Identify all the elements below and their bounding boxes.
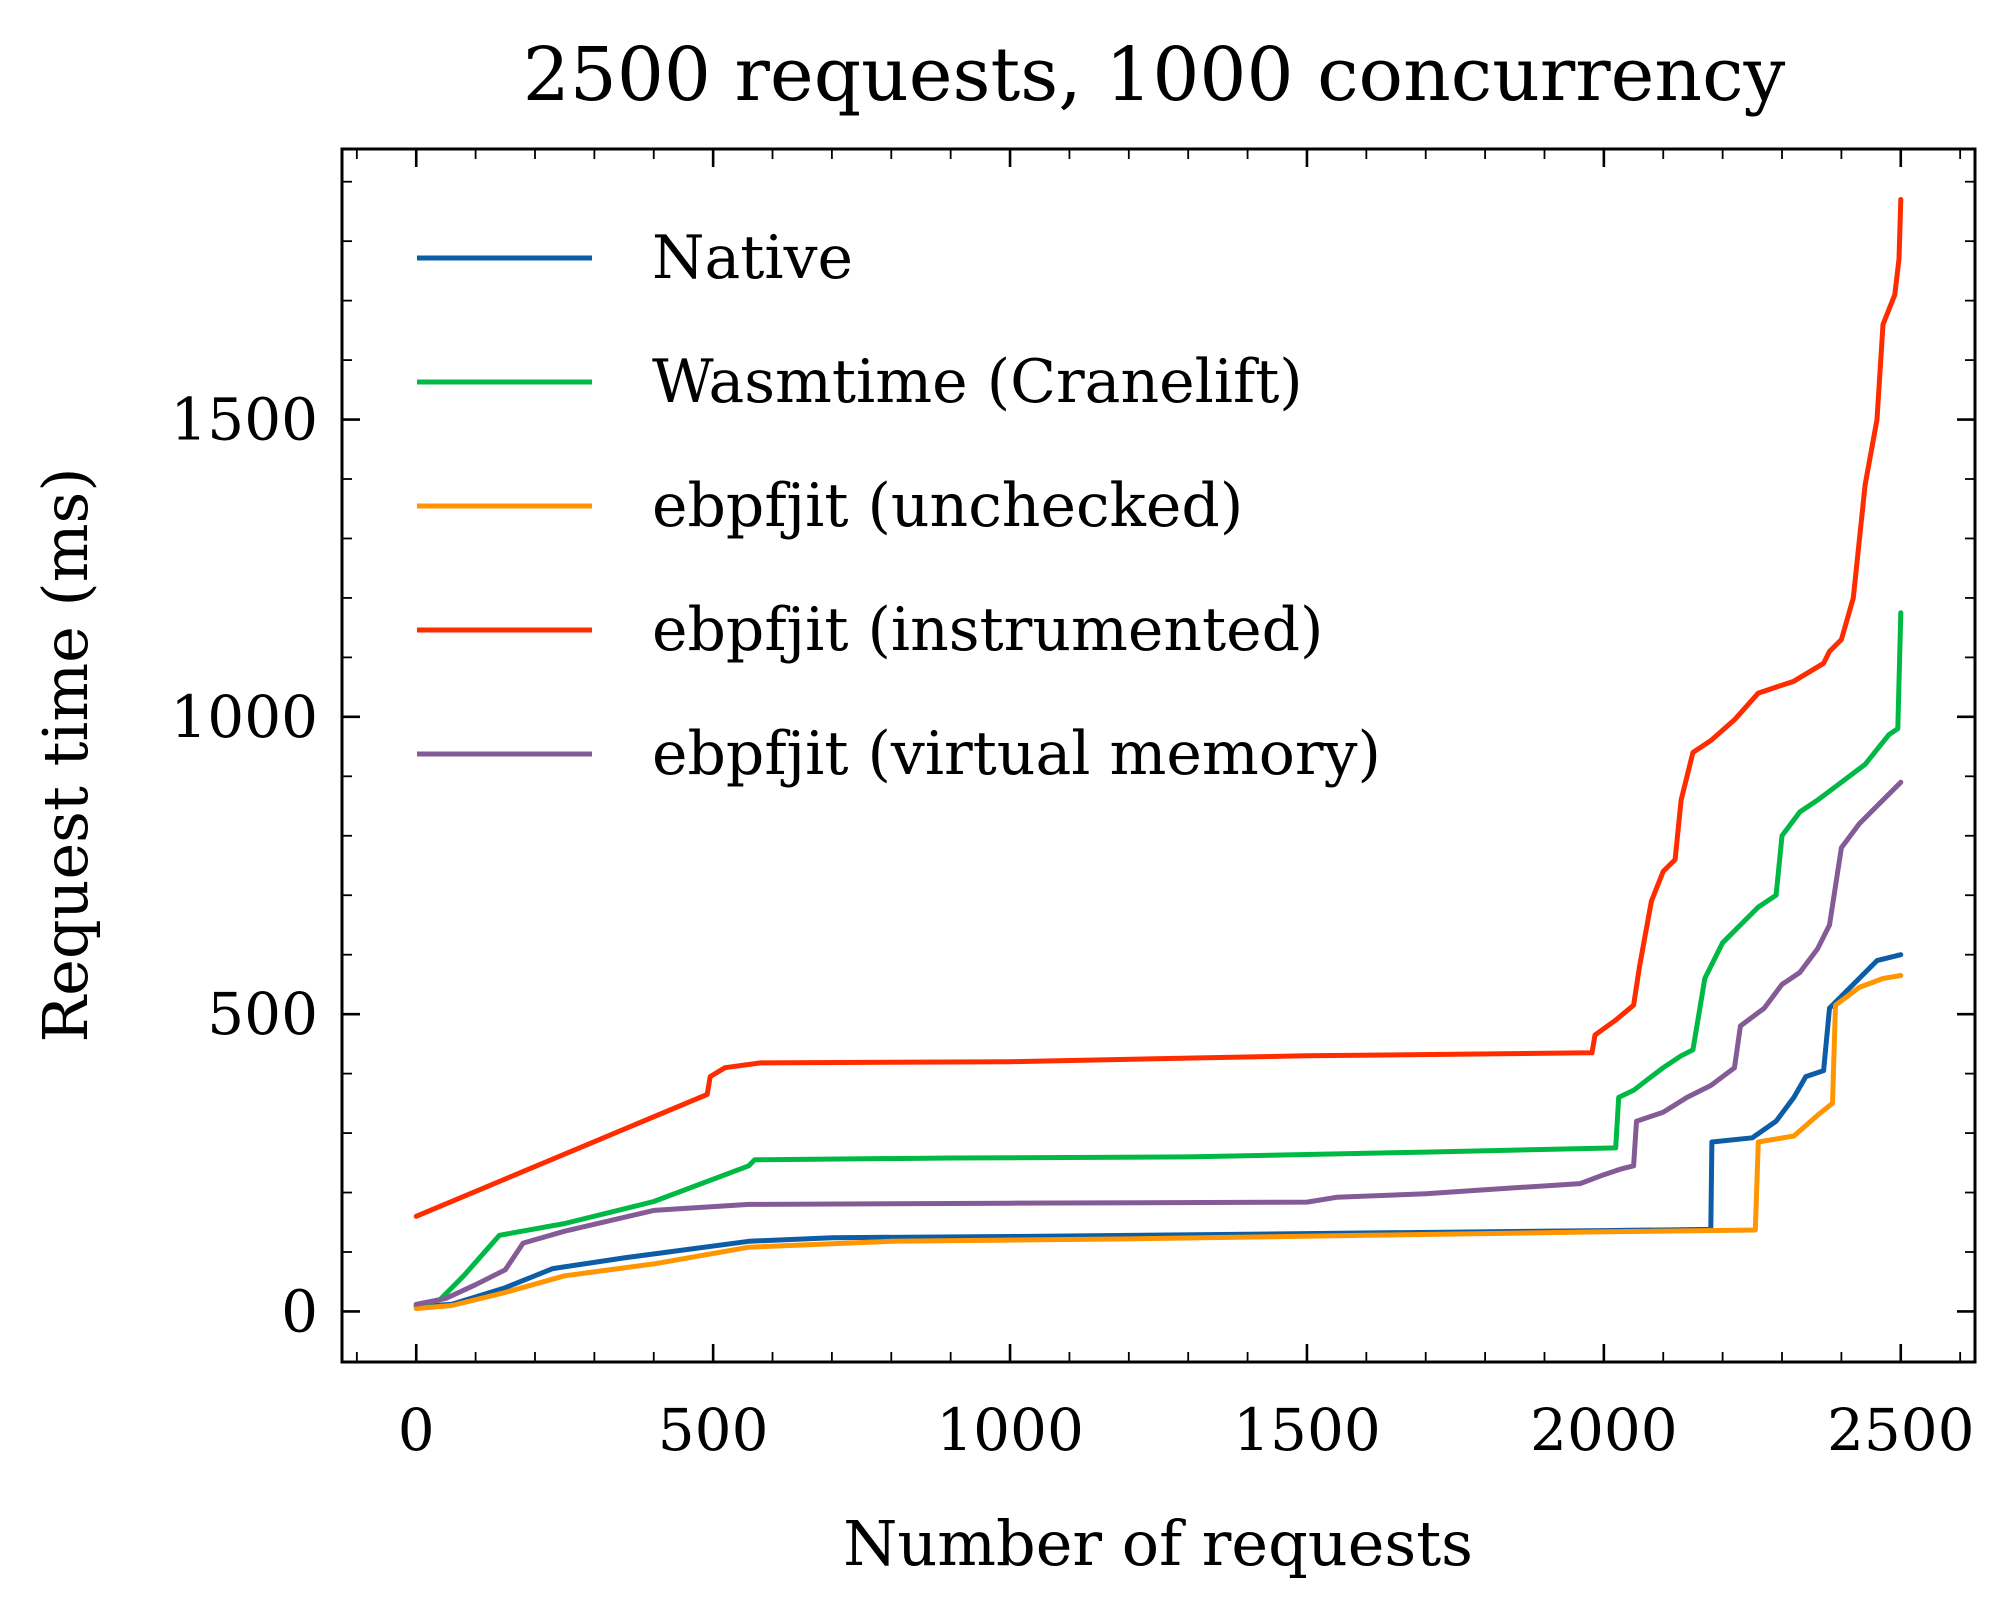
x-tick-label: 500: [658, 1396, 769, 1464]
y-tick-label: 1000: [170, 683, 318, 751]
legend-entry-ebpfjit-virtual-memory: ebpfjit (virtual memory): [417, 719, 1381, 789]
x-tick-label: 0: [398, 1396, 435, 1464]
legend-entry-ebpfjit-instrumented: ebpfjit (instrumented): [417, 595, 1323, 665]
series-line-native: [413, 952, 1904, 1310]
series-line-ebpfjit-instrumented: [413, 197, 1904, 1219]
legend-entry-native: Native: [417, 223, 853, 293]
plot-frame: [340, 147, 1977, 1364]
x-tick-label: 1000: [936, 1396, 1084, 1464]
chart-title: 2500 requests, 1000 concurrency: [523, 32, 1786, 118]
legend-label: ebpfjit (virtual memory): [652, 719, 1381, 789]
legend: Native Wasmtime (Cranelift) ebpfjit (unche…: [417, 223, 1381, 789]
series-line-wasmtime-cranelift: [413, 610, 1904, 1308]
y-tick-label: 1500: [170, 386, 318, 454]
legend-label: ebpfjit (unchecked): [652, 471, 1243, 541]
legend-label: ebpfjit (instrumented): [652, 595, 1323, 665]
x-tick-label: 2000: [1530, 1396, 1678, 1464]
y-axis-label: Request time (ms): [29, 467, 102, 1042]
x-axis-label: Number of requests: [843, 1507, 1473, 1580]
series-layer: [413, 197, 1904, 1311]
axis-ticks: 0 500 1000 1500 2000 2500 0 500 1000 1500: [170, 149, 1975, 1464]
legend-entry-ebpfjit-unchecked: ebpfjit (unchecked): [417, 471, 1243, 541]
x-tick-label: 2500: [1827, 1396, 1975, 1464]
y-tick-label: 500: [207, 980, 318, 1048]
series-line-ebpfjit-virtual-memory: [413, 779, 1904, 1307]
series-line-ebpfjit-unchecked: [413, 973, 1904, 1311]
y-tick-label: 0: [281, 1277, 318, 1345]
legend-entry-wasmtime-cranelift: Wasmtime (Cranelift): [417, 347, 1303, 417]
legend-label: Native: [652, 223, 853, 293]
legend-label: Wasmtime (Cranelift): [652, 347, 1303, 417]
x-tick-label: 1500: [1233, 1396, 1381, 1464]
